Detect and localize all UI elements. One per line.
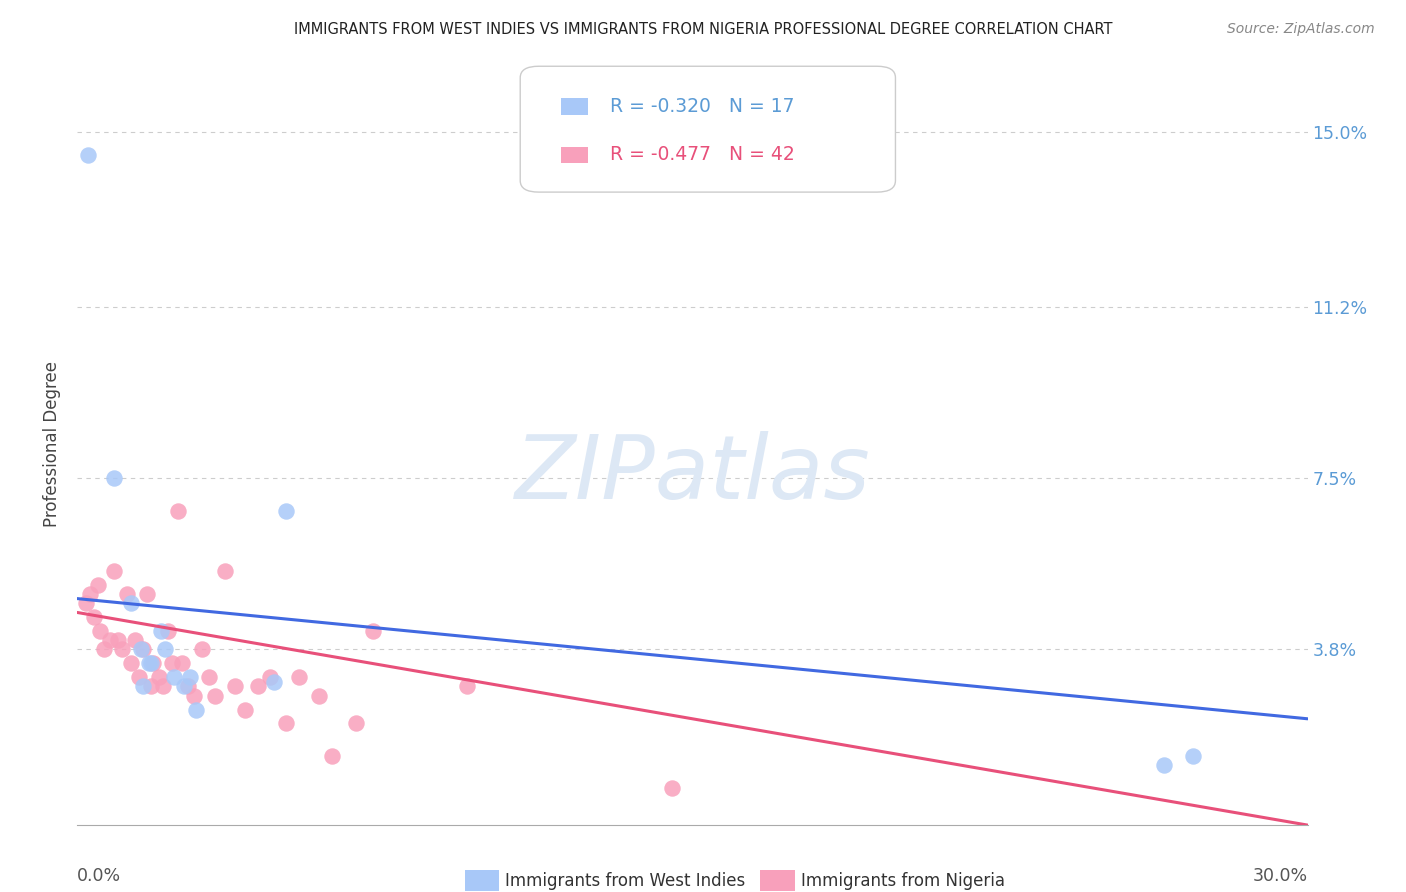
Point <box>160 657 183 671</box>
Point <box>224 680 246 694</box>
Point <box>204 689 226 703</box>
Text: ZIPatlas: ZIPatlas <box>515 431 870 517</box>
FancyBboxPatch shape <box>465 870 499 891</box>
Point <box>259 670 281 684</box>
Y-axis label: Professional Degree: Professional Degree <box>44 360 62 527</box>
Text: 0.0%: 0.0% <box>77 867 121 885</box>
Text: R = -0.320   N = 17: R = -0.320 N = 17 <box>610 97 794 116</box>
Point <box>191 642 214 657</box>
Point <box>166 504 188 518</box>
Text: Source: ZipAtlas.com: Source: ZipAtlas.com <box>1227 22 1375 37</box>
Text: Immigrants from West Indies: Immigrants from West Indies <box>506 871 745 890</box>
Point <box>179 670 201 684</box>
Point <box>344 716 367 731</box>
Point <box>83 610 105 624</box>
Point <box>103 471 125 485</box>
Point <box>197 670 219 684</box>
Point <box>456 680 478 694</box>
Point <box>163 670 186 684</box>
Point <box>75 596 97 610</box>
Point <box>150 624 173 638</box>
Point <box>246 680 269 694</box>
Point <box>1181 748 1204 763</box>
Point <box>129 642 152 657</box>
Point <box>321 748 343 763</box>
Point <box>1153 758 1175 772</box>
Point <box>142 657 165 671</box>
Point <box>98 633 121 648</box>
Point <box>120 596 142 610</box>
FancyBboxPatch shape <box>520 66 896 192</box>
Point <box>138 657 160 671</box>
Text: R = -0.477   N = 42: R = -0.477 N = 42 <box>610 145 794 164</box>
Point <box>661 781 683 796</box>
Point <box>173 680 195 694</box>
Point <box>87 578 110 592</box>
Point <box>141 657 163 671</box>
Point <box>115 587 138 601</box>
Point <box>107 633 129 648</box>
Text: Immigrants from Nigeria: Immigrants from Nigeria <box>801 871 1005 890</box>
Text: IMMIGRANTS FROM WEST INDIES VS IMMIGRANTS FROM NIGERIA PROFESSIONAL DEGREE CORRE: IMMIGRANTS FROM WEST INDIES VS IMMIGRANT… <box>294 22 1112 37</box>
Point <box>156 624 179 638</box>
Point <box>136 587 159 601</box>
Point <box>148 670 170 684</box>
FancyBboxPatch shape <box>561 146 588 163</box>
Point <box>263 674 285 689</box>
Point <box>89 624 111 638</box>
Point <box>124 633 146 648</box>
Point <box>214 564 236 578</box>
Point <box>141 680 163 694</box>
Point <box>76 148 98 162</box>
Point <box>183 689 205 703</box>
Point <box>128 670 150 684</box>
FancyBboxPatch shape <box>761 870 794 891</box>
Point <box>132 642 155 657</box>
Point <box>111 642 134 657</box>
Point <box>308 689 330 703</box>
Point <box>132 680 155 694</box>
Point <box>177 680 200 694</box>
Point <box>120 657 142 671</box>
Point <box>276 716 298 731</box>
FancyBboxPatch shape <box>561 98 588 115</box>
Point <box>186 702 208 716</box>
Point <box>235 702 257 716</box>
Point <box>170 657 193 671</box>
Point <box>93 642 115 657</box>
Point <box>288 670 311 684</box>
Point <box>276 504 298 518</box>
Point <box>152 680 174 694</box>
Point <box>155 642 177 657</box>
Point <box>361 624 384 638</box>
Point <box>79 587 101 601</box>
Text: 30.0%: 30.0% <box>1253 867 1308 885</box>
Point <box>103 564 125 578</box>
